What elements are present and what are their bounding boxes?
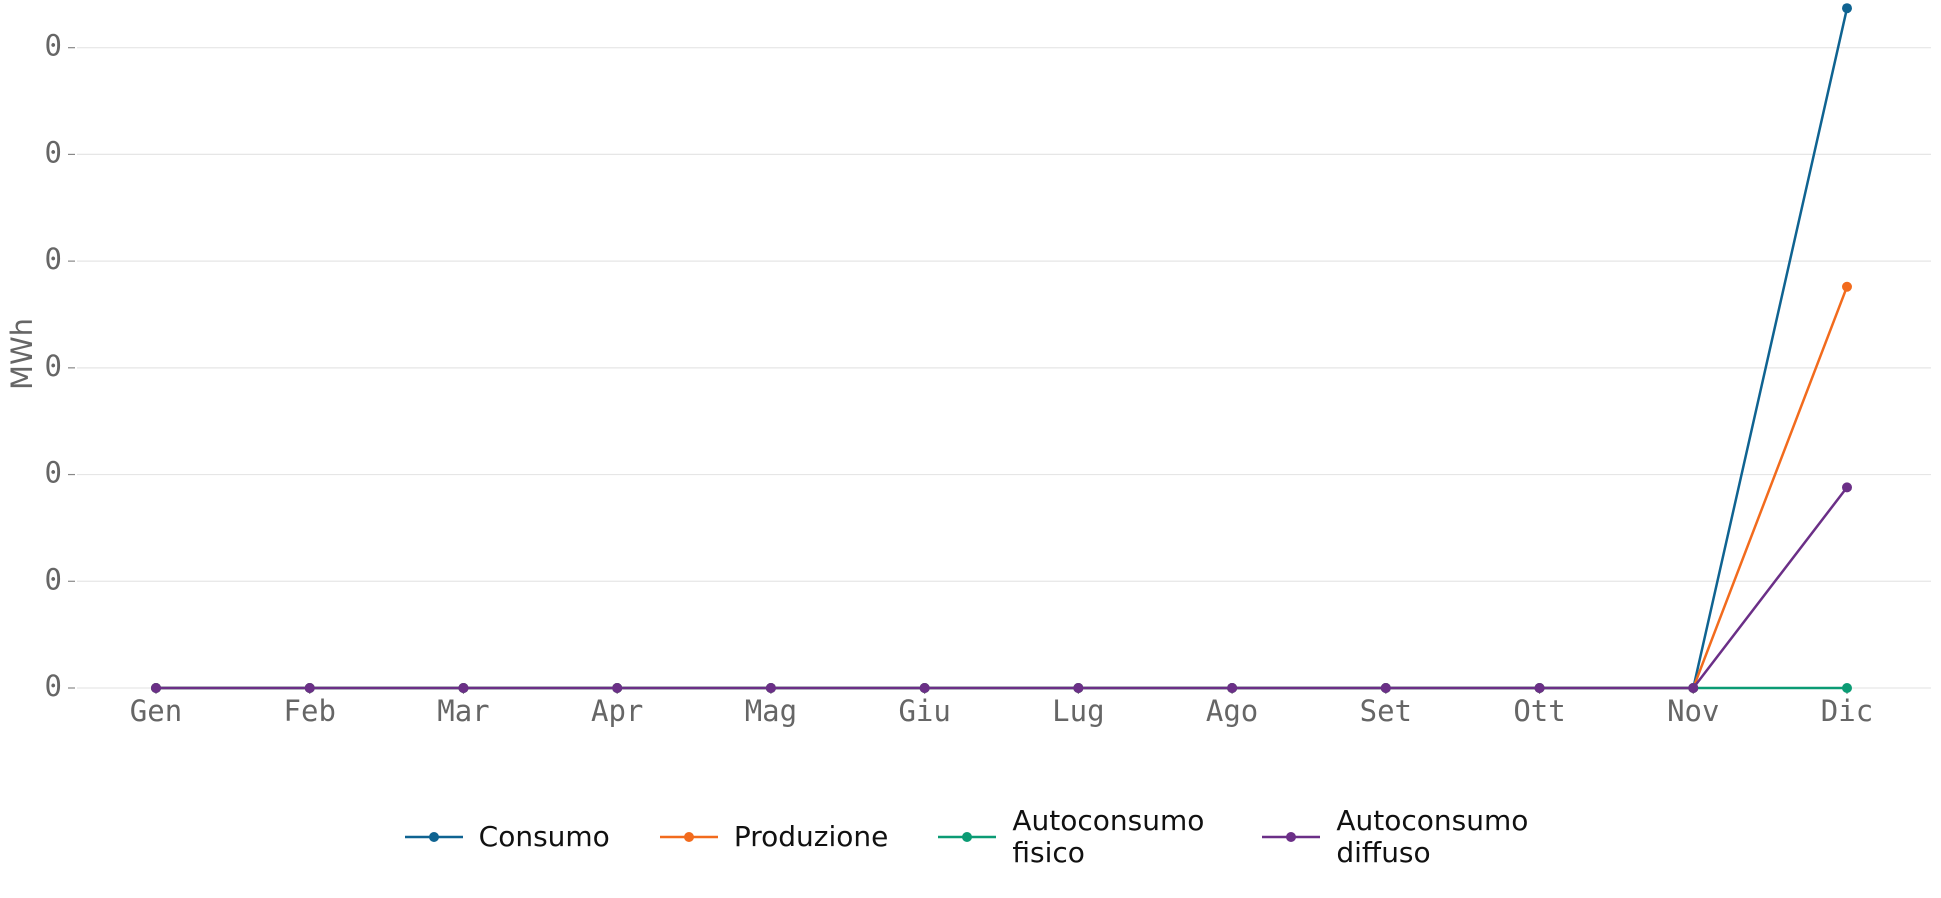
series-line xyxy=(156,7,1849,690)
legend-swatch xyxy=(938,832,997,842)
point xyxy=(765,683,776,693)
point xyxy=(1534,683,1545,693)
point xyxy=(458,683,469,693)
point xyxy=(919,683,930,693)
legend-label: Autoconsumo diffuso xyxy=(1336,804,1529,869)
point xyxy=(612,683,623,693)
y-tick-label: 0 xyxy=(45,562,62,596)
legend-swatch xyxy=(404,832,463,842)
series-line xyxy=(156,286,1849,690)
point xyxy=(1227,683,1238,693)
legend-item: Autoconsumo diffuso xyxy=(1262,805,1536,869)
x-tick-label: Lug xyxy=(1052,694,1104,728)
point xyxy=(1842,683,1852,693)
x-tick-label: Ott xyxy=(1513,694,1565,728)
series-line xyxy=(156,486,1848,690)
legend-item: Autoconsumo fisico xyxy=(938,805,1212,869)
y-tick-label: 0 xyxy=(45,456,62,490)
y-tick-label: 0 xyxy=(45,29,62,63)
x-tick-label: Set xyxy=(1360,694,1412,728)
legend-marker xyxy=(1286,832,1297,842)
y-tick-label: 0 xyxy=(45,669,62,703)
point xyxy=(1842,482,1852,493)
x-tick-label: Dic xyxy=(1821,694,1873,728)
y-tick-label: 0 xyxy=(45,242,62,276)
point xyxy=(1842,3,1852,14)
x-tick-label: Mar xyxy=(437,694,489,728)
y-tick-label: 0 xyxy=(45,135,62,169)
x-tick-label: Ago xyxy=(1206,694,1258,728)
x-tick-label: Nov xyxy=(1667,694,1719,728)
legend-label: Autoconsumo fisico xyxy=(1012,804,1205,869)
x-tick-label: Mag xyxy=(745,694,797,728)
legend-marker xyxy=(428,832,439,842)
legend-swatch xyxy=(1262,832,1321,842)
legend-marker xyxy=(683,832,694,842)
legend-item: Produzione xyxy=(659,820,889,853)
point xyxy=(151,683,161,693)
x-tick-label: Giu xyxy=(898,694,950,728)
legend-label: Consumo xyxy=(478,820,610,853)
point xyxy=(304,683,315,693)
legend-swatch xyxy=(659,832,718,842)
legend-item: Consumo xyxy=(404,820,610,853)
x-tick-label: Apr xyxy=(591,694,643,728)
legend-marker xyxy=(962,832,973,842)
point xyxy=(1688,683,1699,693)
point xyxy=(1842,281,1852,292)
point xyxy=(1380,683,1391,693)
x-tick-label: Feb xyxy=(284,694,336,728)
y-axis-label: MWh xyxy=(5,318,39,390)
chart: MWh 0 0 0 0 0 0 0 Gen Feb Mar Apr Mag Giu Lug Ago Set Ot… xyxy=(5,3,1931,728)
x-tick-label: Gen xyxy=(130,694,182,728)
point xyxy=(1073,683,1084,693)
y-tick-label: 0 xyxy=(45,349,62,383)
legend: Consumo Produzione Autoconsumo fisico Autoc… xyxy=(0,805,1941,869)
legend-label: Produzione xyxy=(733,820,889,853)
